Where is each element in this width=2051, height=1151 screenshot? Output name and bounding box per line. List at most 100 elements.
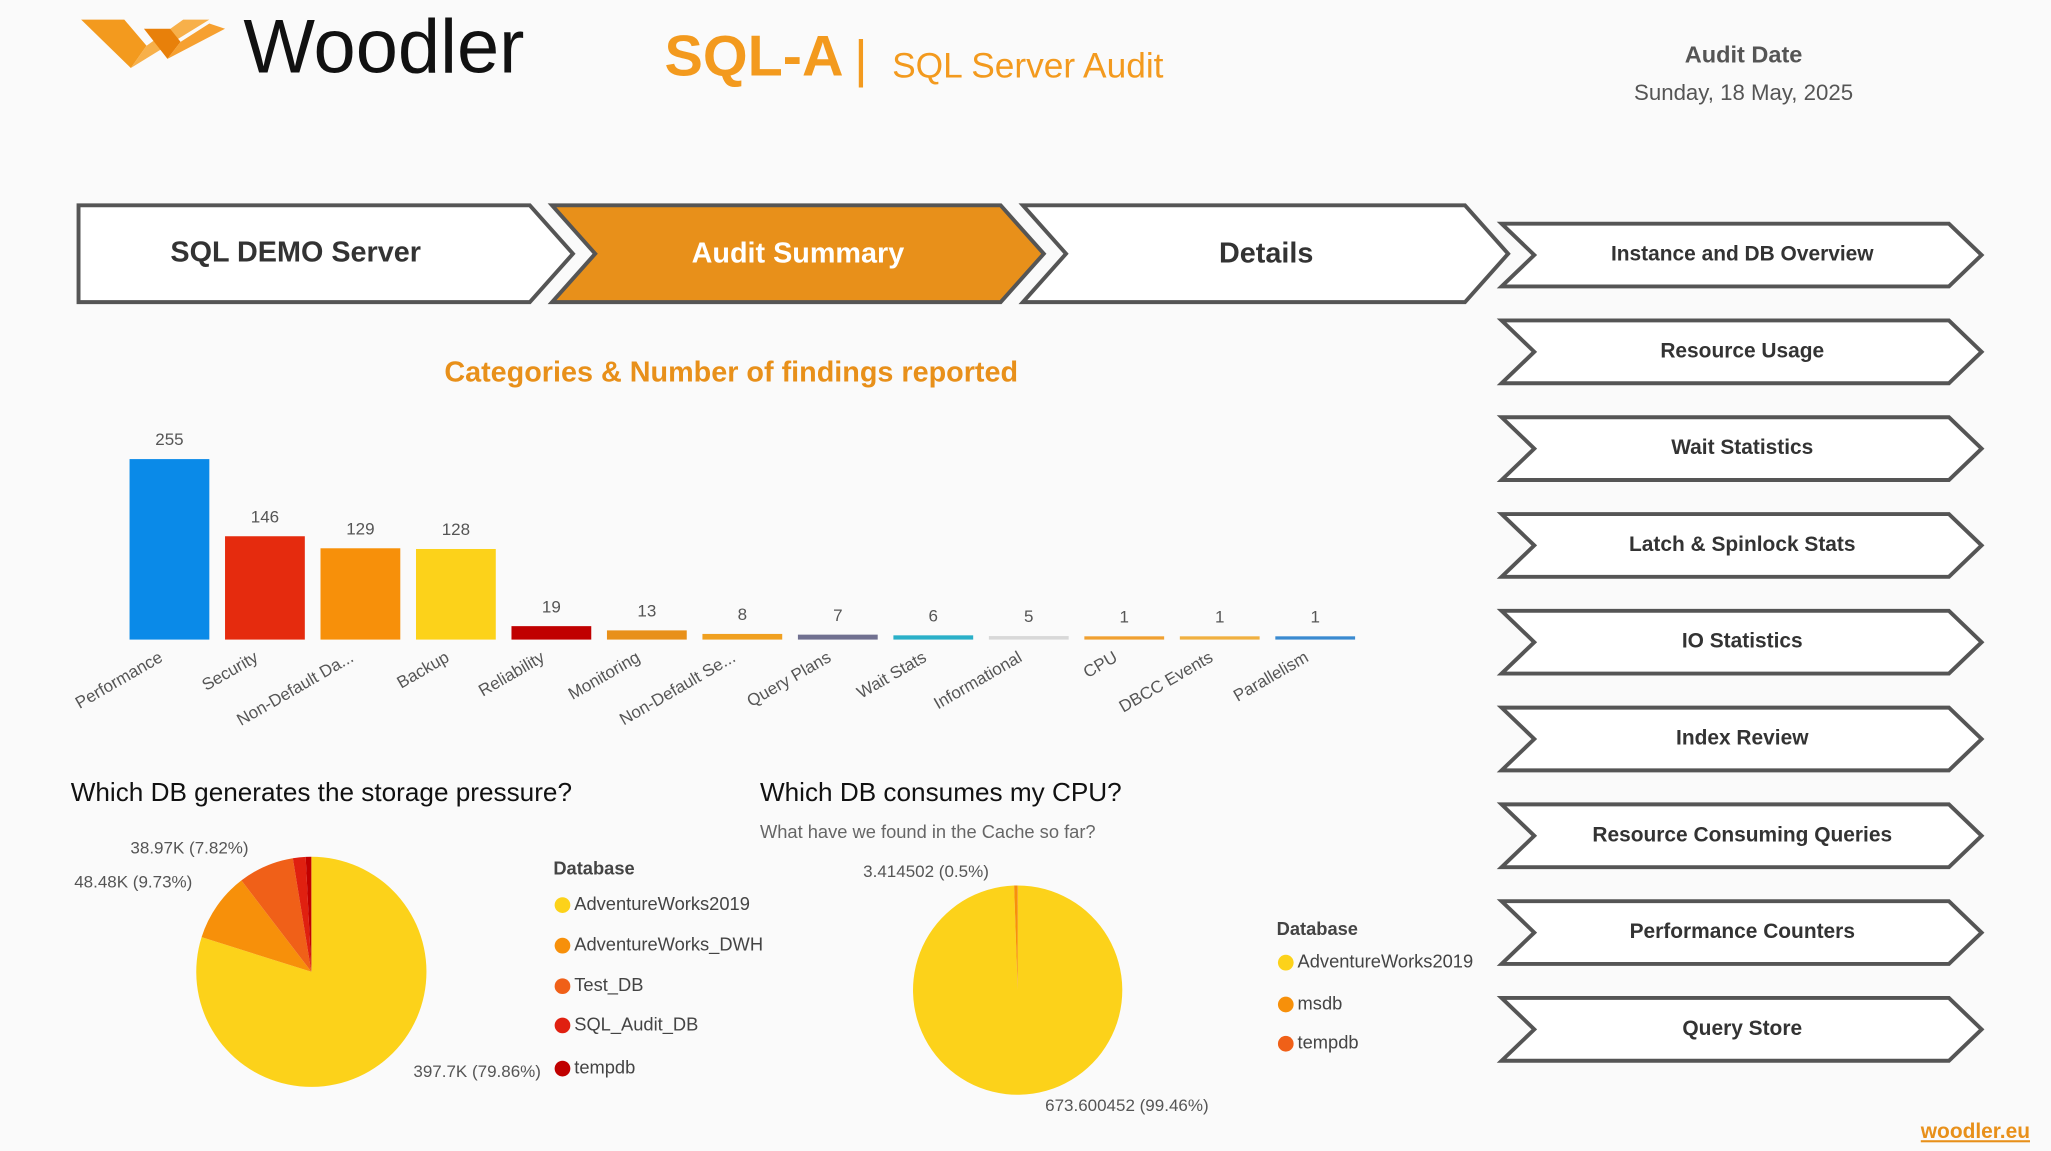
x-tick-label: Security (199, 647, 262, 694)
legend-title: Database (1277, 918, 1358, 939)
value-label: 19 (542, 597, 561, 616)
bar (988, 636, 1069, 640)
legend-label: msdb (1298, 992, 1343, 1013)
bar (415, 548, 496, 640)
bar (1084, 636, 1165, 640)
legend-marker (554, 937, 571, 954)
legend-marker (1277, 954, 1294, 971)
value-label: 8 (738, 605, 747, 624)
legend-marker (554, 1017, 571, 1034)
menu-button[interactable] (1496, 512, 1985, 579)
menu-button[interactable] (1496, 415, 1985, 482)
value-label: 128 (442, 520, 470, 539)
breadcrumb-step[interactable] (547, 203, 1047, 305)
menu-label[interactable]: Performance Counters (1630, 920, 1855, 943)
menu-button[interactable] (1496, 899, 1985, 966)
bar (606, 630, 687, 640)
chart-title: Which DB consumes my CPU? (760, 777, 1122, 807)
pie-slice (201, 880, 312, 972)
menu-label[interactable]: Resource Consuming Queries (1592, 823, 1892, 846)
x-tick-label: Parallelism (1230, 647, 1312, 705)
menu-label[interactable]: Query Store (1682, 1017, 1802, 1040)
pie-slice (1014, 885, 1018, 991)
menu-button[interactable] (1496, 318, 1985, 386)
menu-label[interactable]: IO Statistics (1682, 630, 1803, 653)
bar (1179, 636, 1260, 640)
logo-mark (81, 19, 226, 69)
breadcrumb-label[interactable]: Details (1219, 238, 1313, 270)
menu-button[interactable] (1496, 608, 1985, 676)
data-label: 38.97K (7.82%) (130, 838, 248, 857)
bar (893, 635, 974, 640)
pie-slice (305, 856, 312, 972)
footer-link[interactable]: woodler.eu (1920, 1120, 2030, 1143)
bar (129, 459, 210, 640)
logo-text: Woodler (243, 4, 524, 89)
legend-label: SQL_Audit_DB (574, 1013, 698, 1035)
value-label: 7 (833, 606, 842, 625)
breadcrumb-label[interactable]: SQL DEMO Server (170, 236, 420, 268)
legend-label: tempdb (1298, 1032, 1359, 1053)
audit-date-label: Audit Date (1685, 41, 1803, 67)
product-subtitle: SQL Server Audit (892, 46, 1164, 85)
value-label: 1 (1120, 607, 1129, 626)
menu-label[interactable]: Resource Usage (1660, 339, 1824, 362)
legend-marker (554, 1060, 571, 1077)
legend-marker (1277, 1035, 1294, 1052)
audit-date: Sunday, 18 May, 2025 (1634, 80, 1853, 105)
chart-subtitle: What have we found in the Cache so far? (760, 821, 1096, 842)
legend-label: AdventureWorks_DWH (574, 933, 763, 955)
menu-button[interactable] (1496, 221, 1985, 289)
separator: | (854, 31, 868, 89)
chart-title: Which DB generates the storage pressure? (71, 777, 572, 807)
menu-label[interactable]: Index Review (1676, 727, 1809, 750)
menu-label[interactable]: Wait Statistics (1671, 436, 1813, 459)
x-tick-label: DBCC Events (1116, 647, 1216, 716)
menu-label[interactable]: Instance and DB Overview (1611, 243, 1874, 266)
value-label: 1 (1310, 607, 1319, 626)
legend-label: AdventureWorks2019 (574, 893, 750, 914)
bar (320, 548, 401, 640)
menu-label[interactable]: Latch & Spinlock Stats (1629, 533, 1856, 556)
value-label: 6 (929, 607, 938, 626)
x-tick-label: Informational (931, 647, 1026, 713)
bar (797, 634, 878, 640)
legend-title: Database (553, 858, 634, 879)
legend-marker (554, 978, 571, 995)
menu-button[interactable] (1496, 996, 1985, 1063)
breadcrumb-label[interactable]: Audit Summary (692, 238, 905, 270)
bar (225, 536, 305, 640)
value-label: 255 (155, 430, 183, 449)
bar (702, 633, 783, 640)
pie-slice (913, 885, 1123, 1095)
x-tick-label: Monitoring (565, 647, 643, 703)
breadcrumb-step[interactable] (1018, 203, 1511, 305)
data-label: 48.48K (9.73%) (74, 872, 192, 891)
menu: Instance and DB Overview Resource Usage Wa… (1496, 221, 1985, 1063)
menu-button[interactable] (1496, 705, 1985, 773)
breadcrumb-step[interactable] (76, 203, 576, 305)
legend-marker (1277, 996, 1294, 1013)
x-tick-label: Reliability (475, 647, 548, 700)
value-label: 13 (637, 602, 656, 621)
x-tick-label: Performance (72, 647, 166, 712)
charts: Categories & Number of findings reported… (71, 357, 1473, 1115)
legend-label: Test_DB (574, 974, 643, 996)
pie-slice (241, 858, 312, 972)
menu-button[interactable] (1496, 802, 1985, 870)
legend-label: tempdb (574, 1056, 635, 1077)
x-tick-label: Query Plans (744, 647, 835, 710)
data-label: 397.7K (79.86%) (413, 1062, 541, 1081)
value-label: 1 (1215, 607, 1224, 626)
x-tick-label: CPU (1080, 647, 1121, 681)
legend-marker (554, 897, 571, 913)
legend-label: AdventureWorks2019 (1298, 950, 1474, 971)
value-label: 146 (251, 507, 279, 526)
data-label: 3.414502 (0.5%) (863, 862, 989, 881)
pie-slice (292, 856, 312, 972)
value-label: 5 (1024, 607, 1033, 626)
value-label: 129 (346, 519, 374, 538)
data-label: 673.600452 (99.46%) (1045, 1096, 1209, 1115)
